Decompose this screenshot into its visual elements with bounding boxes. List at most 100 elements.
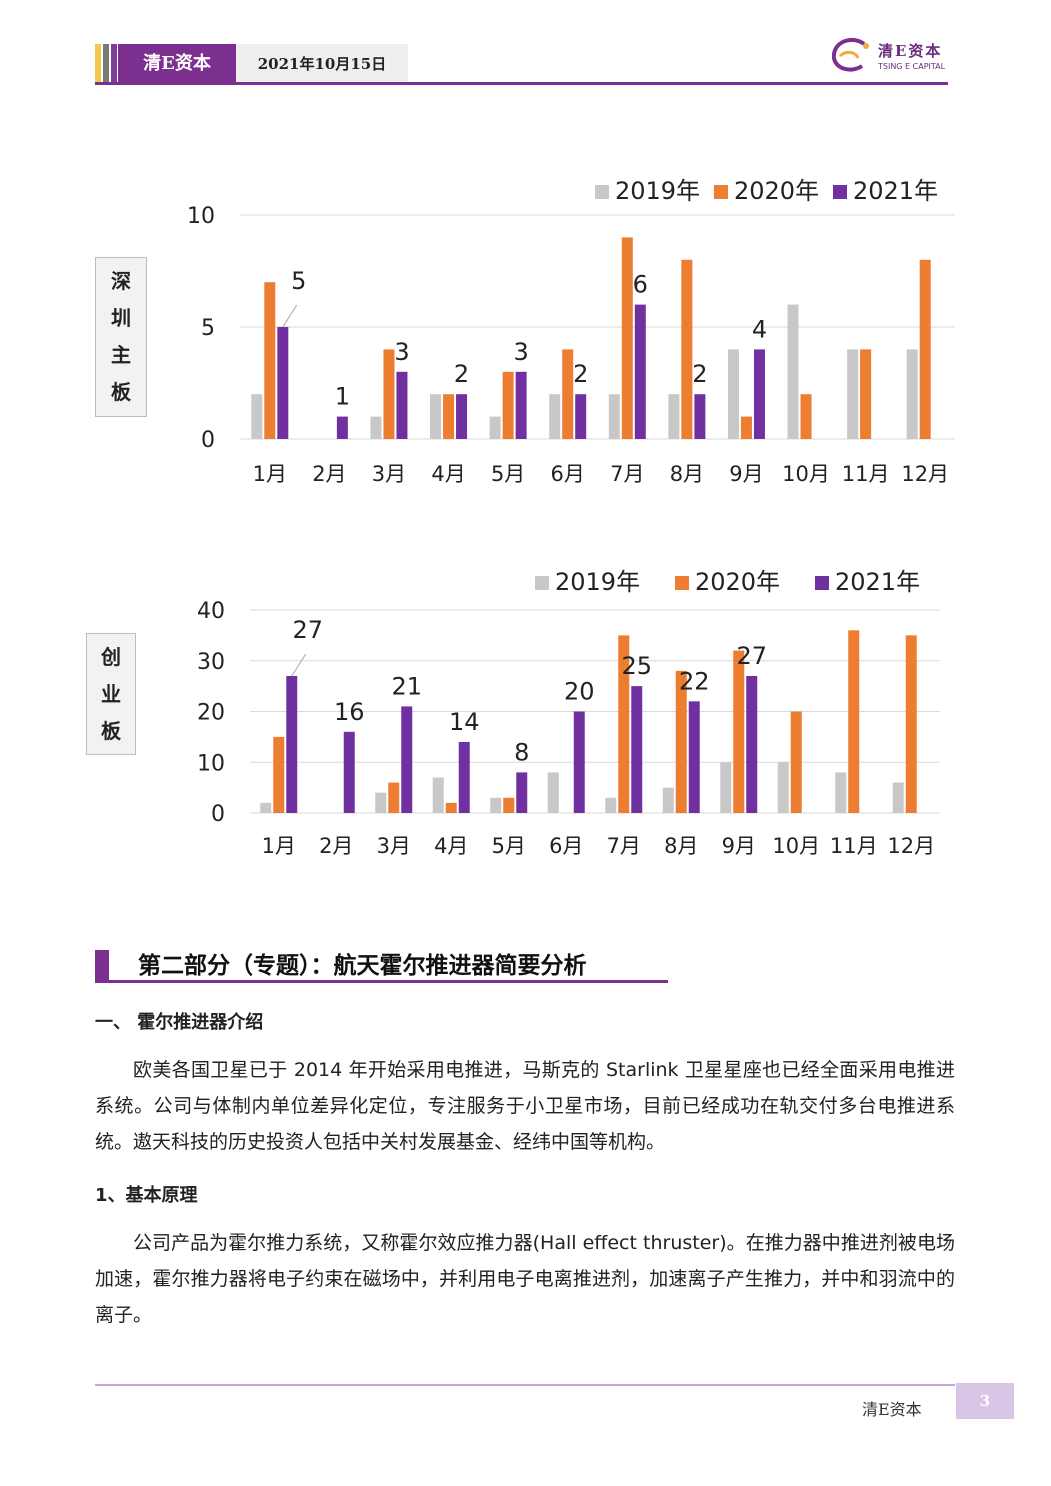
bar [547,772,559,813]
footer-brand: 清E资本 [862,1400,922,1419]
bar [251,394,263,439]
header-accent-purple [111,44,117,84]
chart1-label-char: 深 [111,269,131,293]
bar [375,792,387,813]
bar [608,394,620,439]
logo-text-cn: 清E资本 [878,42,943,60]
data-label: 16 [334,698,365,726]
bar [919,259,931,439]
x-tick-label: 4月 [434,834,468,858]
bar [905,635,917,813]
chart1-shenzhen-main-board: 0 5 10 2019年 2020年 2021年 1月 5 2月 1 3月 3 4月 2 5月 3 6月 2 7月 6… [187,177,955,486]
section-title: 第二部分（专题）：航天霍尔推进器简要分析 [138,953,587,979]
x-tick-label: 8月 [670,462,704,486]
heading-principle: 1、基本原理 [95,1185,198,1206]
x-tick-label: 5月 [491,462,525,486]
x-tick-label: 12月 [887,834,935,858]
legend-label: 2021年 [853,177,938,205]
bar [675,670,687,813]
bar [503,797,515,813]
bar [892,782,904,813]
x-tick-label: 11月 [842,462,890,486]
legend-label: 2020年 [695,568,780,596]
bar [456,394,468,439]
bar [277,327,289,439]
header-date: 2021年10月15日 [236,44,408,84]
y-tick-label: 0 [201,428,215,453]
legend-swatch [595,185,609,199]
bar [668,394,680,439]
data-label: 2 [454,360,469,388]
bar [662,787,674,813]
bar [562,349,574,439]
chart2-market-label: 创 业 板 [86,633,136,755]
section-rule [95,980,668,983]
data-label: 14 [449,708,480,736]
bar [401,706,413,813]
x-tick-label: 5月 [492,834,526,858]
bar [458,741,470,813]
data-label: 27 [736,642,767,670]
chart1-label-char: 板 [111,380,131,404]
data-label: 21 [391,672,422,700]
legend-swatch [714,185,728,199]
x-tick-label: 9月 [729,462,763,486]
data-label: 8 [514,738,529,766]
y-tick-label: 5 [201,316,215,341]
paragraph-principle: 公司产品为霍尔推力系统，又称霍尔效应推力器(Hall effect thrust… [95,1232,955,1326]
bar [906,349,918,439]
bar [264,282,276,439]
data-label: 3 [513,338,528,366]
bar [694,394,706,439]
legend-label: 2020年 [734,177,819,205]
bar [777,762,789,813]
legend-swatch [833,185,847,199]
bar [489,416,501,439]
bar [336,416,348,439]
bar [621,237,633,439]
bar [634,304,646,439]
data-label: 4 [752,315,767,343]
x-tick-label: 11月 [830,834,878,858]
data-label: 5 [291,267,306,295]
chart2-label-char: 创 [101,644,121,669]
data-label: 22 [679,667,710,695]
bar [286,675,298,813]
bar [848,630,860,813]
bar [790,711,802,813]
paragraph-intro: 欧美各国卫星已于 2014 年开始采用电推进，马斯克的 Starlink 卫星星… [95,1059,955,1153]
y-tick-label: 40 [197,599,225,624]
bar [733,650,745,813]
x-tick-label: 2月 [312,462,346,486]
bar [515,371,527,439]
x-tick-label: 3月 [377,834,411,858]
x-tick-label: 1月 [262,834,296,858]
header-accent-yellow [95,44,101,84]
bar [860,349,872,439]
bar [753,349,765,439]
x-tick-label: 6月 [549,834,583,858]
bar [800,394,812,439]
data-label: 2 [692,360,707,388]
legend-swatch [675,576,689,590]
chart1-label-char: 圳 [111,306,131,330]
bar [727,349,739,439]
legend-label: 2019年 [555,568,640,596]
header-brand: 清E资本 [118,44,236,84]
x-tick-label: 7月 [610,462,644,486]
x-tick-label: 10月 [772,834,820,858]
bar [432,777,444,813]
bar [490,797,502,813]
bar [273,736,285,813]
chart2-label-char: 板 [101,718,121,743]
chart1-label-char: 主 [111,343,131,367]
x-tick-label: 7月 [607,834,641,858]
bar [383,349,395,439]
data-label: 25 [621,652,652,680]
legend-swatch [535,576,549,590]
x-tick-label: 3月 [372,462,406,486]
data-label: 6 [633,271,648,299]
bar [260,802,272,813]
footer-rule [95,1384,955,1386]
leader-line [282,304,298,328]
